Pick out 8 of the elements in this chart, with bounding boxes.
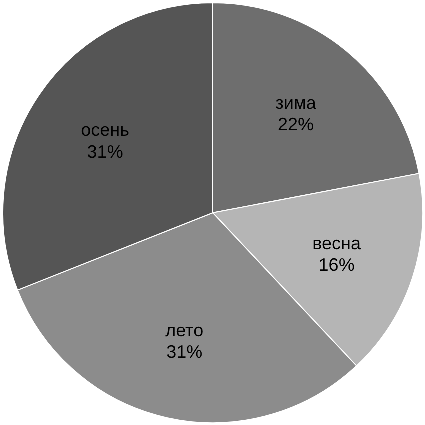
data-label: 16%: [318, 255, 355, 276]
slice-label: осень: [81, 120, 130, 140]
slice-label: весна: [312, 234, 362, 254]
slice-label: зима: [276, 93, 318, 114]
data-label: 31%: [166, 342, 203, 362]
slice-label: лето: [166, 320, 204, 340]
data-label: 22%: [278, 114, 314, 135]
data-label: 31%: [87, 142, 124, 162]
